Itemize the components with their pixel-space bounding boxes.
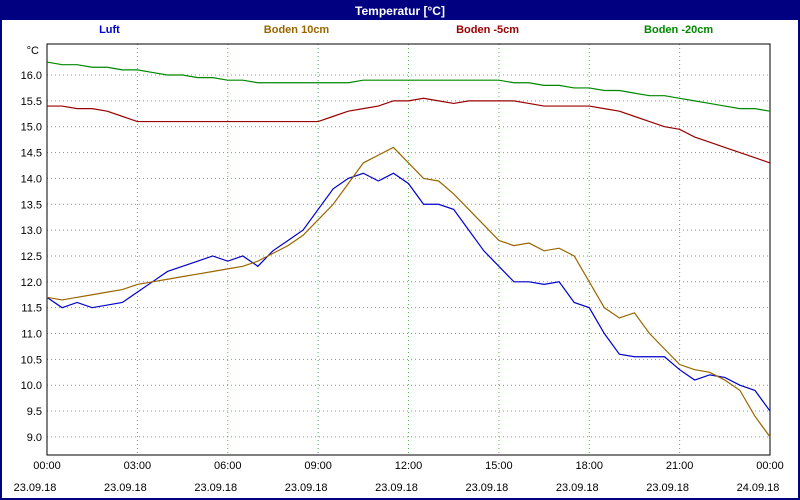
y-tick-label: 12.0 bbox=[21, 277, 42, 289]
temperature-chart: 16.0 15.5 15.0 14.5 14.0 13.5 13.0 12.5 12.0 11.5… bbox=[14, 43, 784, 494]
plot-frame bbox=[46, 43, 771, 456]
y-tick-label: 9.0 bbox=[27, 432, 42, 444]
x-tick-date-label: 23.09.18 bbox=[465, 482, 508, 494]
y-tick-label: 16.0 bbox=[21, 70, 42, 82]
y-tick-label: 15.5 bbox=[21, 96, 42, 108]
x-tick-date-label: 23.09.18 bbox=[375, 482, 418, 494]
series-line-boden-10cm bbox=[46, 146, 771, 438]
window-title: Temperatur [°C] bbox=[2, 2, 798, 20]
y-tick-label: 14.0 bbox=[21, 173, 42, 185]
y-tick-label: 11.0 bbox=[21, 329, 42, 341]
x-tick-date-label: 23.09.18 bbox=[14, 482, 57, 494]
y-tick-label: 13.5 bbox=[21, 199, 42, 211]
legend-item-boden-20cm: Boden -20cm bbox=[644, 24, 714, 36]
legend-item-boden-5cm: Boden -5cm bbox=[456, 24, 520, 36]
x-tick-date-label: 23.09.18 bbox=[104, 482, 147, 494]
chart-legend: Luft Boden 10cm Boden -5cm Boden -20cm bbox=[2, 20, 798, 42]
x-tick-time-label: 03:00 bbox=[124, 460, 152, 472]
y-tick-label: 10.5 bbox=[21, 354, 42, 366]
legend-item-boden-10cm: Boden 10cm bbox=[263, 24, 330, 36]
series-line-boden-20cm bbox=[46, 61, 771, 112]
y-tick-label: 9.5 bbox=[27, 406, 42, 418]
x-tick-time-label: 15:00 bbox=[485, 460, 513, 472]
chart-area: 16.0 15.5 15.0 14.5 14.0 13.5 13.0 12.5 12.0 11.5… bbox=[2, 42, 798, 498]
x-tick-date-label: 23.09.18 bbox=[285, 482, 328, 494]
y-tick-label: 13.0 bbox=[21, 225, 42, 237]
y-tick-label: 15.0 bbox=[21, 122, 42, 134]
x-tick-date-label: 24.09.18 bbox=[737, 482, 780, 494]
y-tick-label: 10.0 bbox=[21, 380, 42, 392]
x-tick-date-label: 23.09.18 bbox=[556, 482, 599, 494]
legend-item-luft: Luft bbox=[99, 24, 120, 36]
y-axis-unit-label: °C bbox=[27, 45, 39, 57]
x-tick-time-label: 09:00 bbox=[304, 460, 332, 472]
x-tick-time-label: 12:00 bbox=[395, 460, 423, 472]
x-tick-time-label: 00:00 bbox=[33, 460, 61, 472]
x-tick-time-label: 21:00 bbox=[666, 460, 694, 472]
y-tick-label: 11.5 bbox=[21, 303, 42, 315]
x-tick-time-label: 18:00 bbox=[575, 460, 603, 472]
y-tick-label: 12.5 bbox=[21, 251, 42, 263]
series-line-boden-5cm bbox=[47, 97, 771, 164]
x-tick-time-label: 06:00 bbox=[214, 460, 242, 472]
x-tick-date-label: 23.09.18 bbox=[194, 482, 237, 494]
y-tick-label: 14.5 bbox=[21, 148, 42, 160]
series-line-luft bbox=[46, 172, 771, 412]
x-tick-date-label: 23.09.18 bbox=[646, 482, 689, 494]
x-tick-time-label: 00:00 bbox=[756, 460, 784, 472]
